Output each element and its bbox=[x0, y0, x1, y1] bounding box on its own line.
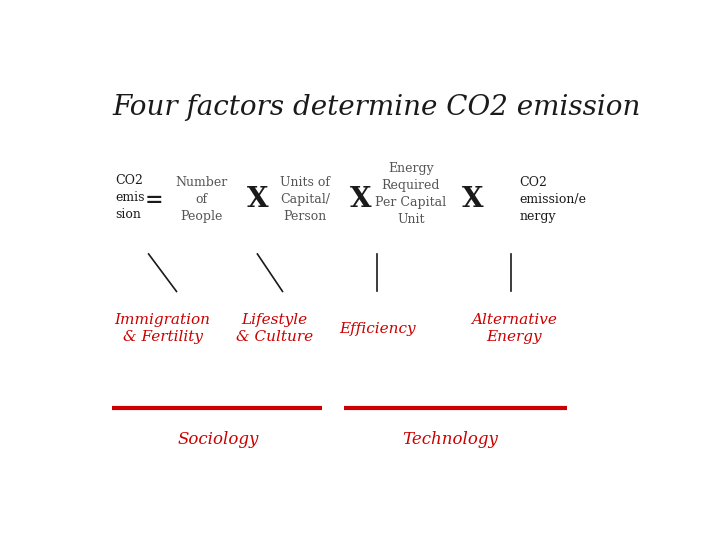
Text: Technology: Technology bbox=[402, 430, 498, 448]
Text: X: X bbox=[462, 186, 483, 213]
Text: Lifestyle
& Culture: Lifestyle & Culture bbox=[235, 313, 312, 345]
Text: X: X bbox=[246, 186, 269, 213]
Text: CO2
emis
sion: CO2 emis sion bbox=[115, 174, 145, 221]
Text: X: X bbox=[350, 186, 372, 213]
Text: Units of
Capital/
Person: Units of Capital/ Person bbox=[280, 177, 330, 224]
Text: Energy
Required
Per Capital
Unit: Energy Required Per Capital Unit bbox=[375, 161, 446, 226]
Text: Alternative
Energy: Alternative Energy bbox=[471, 313, 557, 345]
Text: Efficiency: Efficiency bbox=[339, 322, 415, 336]
Text: Four factors determine CO2 emission: Four factors determine CO2 emission bbox=[112, 94, 641, 121]
Text: Immigration
& Fertility: Immigration & Fertility bbox=[114, 313, 210, 345]
Text: CO2
emission/e
nergy: CO2 emission/e nergy bbox=[520, 177, 587, 224]
Text: Number
of
People: Number of People bbox=[176, 177, 228, 224]
Text: Sociology: Sociology bbox=[178, 430, 259, 448]
Text: =: = bbox=[145, 189, 163, 211]
